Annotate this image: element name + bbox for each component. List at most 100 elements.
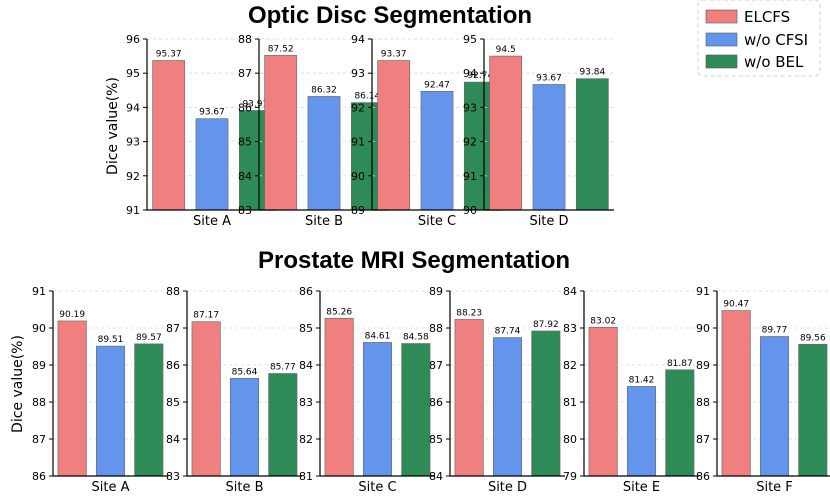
bar-wo-cfsi bbox=[532, 84, 566, 211]
y-tick-label: 88 bbox=[32, 396, 46, 409]
value-label-elcfs: 85.26 bbox=[326, 307, 352, 317]
value-label-wo-bel: 84.58 bbox=[403, 333, 429, 343]
y-tick-label: 80 bbox=[563, 433, 577, 446]
y-tick-label: 84 bbox=[166, 433, 180, 446]
value-label-wo-bel: 85.77 bbox=[270, 363, 296, 373]
y-tick-label: 91 bbox=[463, 170, 477, 183]
y-tick-label: 84 bbox=[429, 470, 443, 483]
value-label-wo-cfsi: 89.51 bbox=[98, 335, 124, 345]
y-tick-label: 83 bbox=[299, 396, 313, 409]
value-label-elcfs: 83.02 bbox=[590, 316, 616, 326]
legend-swatch-elcfs bbox=[705, 9, 738, 24]
y-tick-label: 84 bbox=[238, 170, 252, 183]
y-tick-label: 96 bbox=[126, 33, 140, 46]
y-tick-label: 88 bbox=[429, 322, 443, 335]
optic-disc-title: Optic Disc Segmentation bbox=[248, 2, 532, 29]
value-label-wo-cfsi: 87.74 bbox=[495, 327, 521, 337]
y-tick-label: 79 bbox=[563, 470, 577, 483]
value-label-elcfs: 90.19 bbox=[59, 310, 85, 320]
y-tick-label: 90 bbox=[463, 204, 477, 217]
bar-elcfs bbox=[721, 310, 751, 477]
value-label-wo-bel: 86.14 bbox=[354, 92, 380, 102]
y-tick-label: 92 bbox=[126, 170, 140, 183]
y-tick-label: 87 bbox=[696, 433, 710, 446]
y-tick-label: 85 bbox=[429, 433, 443, 446]
y-tick-label: 91 bbox=[696, 285, 710, 298]
y-tick-label: 91 bbox=[32, 285, 46, 298]
y-tick-label: 90 bbox=[696, 322, 710, 335]
bar-elcfs bbox=[324, 318, 354, 477]
value-label-elcfs: 87.52 bbox=[268, 44, 294, 54]
y-tick-label: 89 bbox=[429, 285, 443, 298]
y-tick-label: 87 bbox=[166, 322, 180, 335]
y-tick-label: 91 bbox=[351, 136, 365, 149]
y-tick-label: 95 bbox=[463, 33, 477, 46]
y-tick-label: 92 bbox=[463, 136, 477, 149]
prostate-site-a-panel: 86 87 88 89 90 91 90.19 89.51 89.57 Site A bbox=[32, 285, 168, 495]
bar-elcfs bbox=[588, 326, 618, 477]
y-tick-label: 87 bbox=[429, 359, 443, 372]
y-tick-label: 86 bbox=[166, 359, 180, 372]
y-tick-label: 82 bbox=[299, 433, 313, 446]
site-label: Site B bbox=[225, 480, 263, 495]
bar-elcfs bbox=[489, 55, 523, 211]
y-tick-label: 84 bbox=[299, 359, 313, 372]
value-label-elcfs: 94.5 bbox=[496, 45, 516, 55]
bar-wo-cfsi bbox=[229, 377, 260, 477]
y-tick-label: 86 bbox=[32, 470, 46, 483]
site-label: Site B bbox=[305, 214, 343, 229]
y-tick-label: 93 bbox=[463, 101, 477, 114]
bar-elcfs bbox=[454, 319, 484, 477]
y-tick-label: 93 bbox=[351, 67, 365, 80]
value-label-wo-bel: 92.74 bbox=[467, 71, 493, 81]
site-label: Site A bbox=[92, 480, 130, 495]
y-tick-label: 86 bbox=[238, 101, 252, 114]
prostate-site-f-panel: 86 87 88 89 90 91 90.47 89.77 89.56 Site F bbox=[696, 285, 830, 495]
site-label: Site C bbox=[418, 214, 456, 229]
bar-elcfs bbox=[152, 60, 186, 211]
y-tick-label: 82 bbox=[563, 359, 577, 372]
y-tick-label: 81 bbox=[563, 396, 577, 409]
bar-wo-bel bbox=[665, 369, 695, 477]
bar-wo-cfsi bbox=[362, 342, 393, 477]
y-tick-label: 83 bbox=[238, 204, 252, 217]
bar-elcfs bbox=[191, 321, 221, 477]
optic-y-axis-label: Dice value(%) bbox=[105, 77, 121, 175]
bar-wo-cfsi bbox=[307, 96, 341, 211]
y-tick-label: 93 bbox=[126, 136, 140, 149]
y-tick-label: 84 bbox=[563, 285, 577, 298]
bar-wo-cfsi bbox=[195, 118, 229, 211]
value-label-elcfs: 95.37 bbox=[156, 50, 182, 60]
bar-wo-bel bbox=[531, 330, 561, 477]
value-label-wo-cfsi: 85.64 bbox=[232, 367, 258, 377]
value-label-elcfs: 88.23 bbox=[456, 308, 482, 318]
optic-site-d-panel: 90 91 92 93 94 95 94.5 93.67 93.84 Site D bbox=[463, 33, 614, 229]
y-tick-label: 88 bbox=[166, 285, 180, 298]
site-label: Site A bbox=[193, 214, 231, 229]
y-tick-label: 94 bbox=[126, 101, 140, 114]
bar-wo-bel bbox=[575, 78, 609, 211]
value-label-wo-bel: 81.87 bbox=[667, 359, 693, 369]
value-label-elcfs: 93.37 bbox=[381, 50, 407, 60]
value-label-wo-cfsi: 84.61 bbox=[365, 331, 391, 341]
bar-elcfs bbox=[57, 320, 87, 477]
legend-swatch-wo-cfsi bbox=[705, 32, 738, 47]
legend-label-wo-cfsi: w/o CFSI bbox=[744, 31, 808, 49]
y-tick-label: 81 bbox=[299, 470, 313, 483]
site-label: Site D bbox=[488, 480, 527, 495]
value-label-elcfs: 90.47 bbox=[723, 300, 749, 310]
bar-wo-bel bbox=[798, 343, 828, 477]
y-tick-label: 85 bbox=[238, 136, 252, 149]
prostate-site-d-panel: 84 85 86 87 88 89 88.23 87.74 87.92 Site D bbox=[429, 285, 565, 495]
legend: ELCFS w/o CFSI w/o BEL bbox=[697, 0, 821, 77]
y-tick-label: 87 bbox=[238, 67, 252, 80]
prostate-site-c-panel: 81 82 83 84 85 86 85.26 84.61 84.58 Site C bbox=[299, 285, 435, 495]
prostate-y-axis-label: Dice value(%) bbox=[10, 335, 26, 433]
value-label-wo-cfsi: 93.67 bbox=[536, 73, 562, 83]
bar-wo-bel bbox=[401, 343, 431, 477]
y-tick-label: 85 bbox=[166, 396, 180, 409]
y-tick-label: 94 bbox=[351, 33, 365, 46]
value-label-wo-cfsi: 81.42 bbox=[629, 375, 655, 385]
bar-wo-cfsi bbox=[420, 90, 454, 211]
